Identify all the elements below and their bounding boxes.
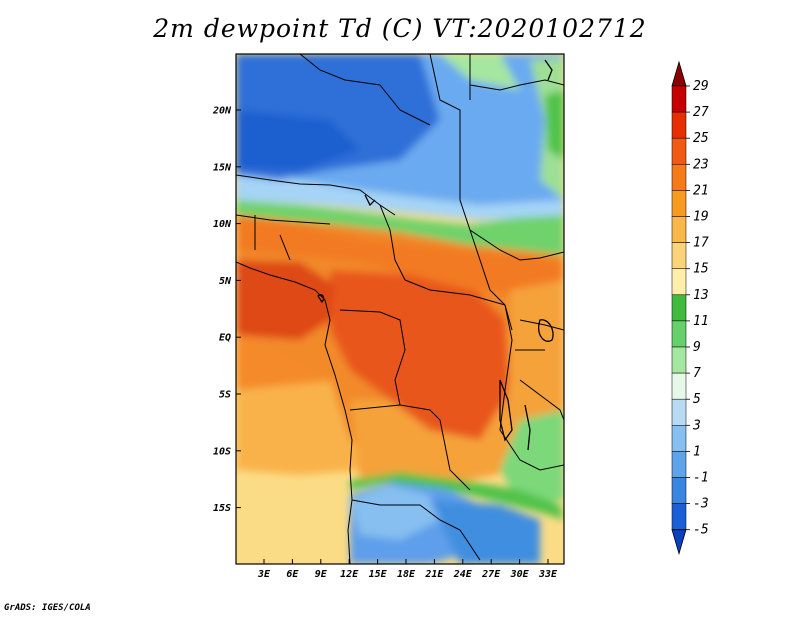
colorbar-label: 23 bbox=[693, 157, 709, 172]
country-borders bbox=[236, 54, 564, 564]
lat-label: 5N bbox=[219, 276, 232, 287]
lat-label: 15N bbox=[213, 162, 232, 173]
grads-credit: GrADS: IGES/COLA bbox=[4, 603, 91, 613]
colorbar-label: 15 bbox=[693, 262, 709, 277]
colorbar-swatch bbox=[671, 372, 687, 400]
colorbar-label: -5 bbox=[693, 523, 709, 538]
colorbar-label: 3 bbox=[692, 418, 701, 433]
lon-label: 6E bbox=[286, 569, 299, 580]
colorbar-label: 1 bbox=[693, 444, 701, 459]
lakes bbox=[317, 59, 554, 451]
lon-label: 30E bbox=[510, 569, 530, 580]
map-title: 2m dewpoint Td (C) VT:2020102712 bbox=[153, 14, 647, 43]
lon-label: 9E bbox=[315, 569, 328, 580]
colorbar-label: 5 bbox=[693, 392, 701, 407]
colorbar-swatch bbox=[671, 477, 687, 504]
lat-label: 15S bbox=[213, 503, 231, 514]
colorbar-swatch bbox=[671, 242, 687, 269]
colorbar-swatch bbox=[671, 164, 687, 191]
colorbar-label: 27 bbox=[693, 105, 709, 120]
colorbar-label: 13 bbox=[693, 288, 709, 303]
colorbar-swatch bbox=[671, 346, 687, 374]
lat-label: 10S bbox=[213, 446, 231, 457]
colorbar-swatch bbox=[671, 137, 687, 165]
lon-label: 15E bbox=[369, 569, 388, 580]
colorbar: 29 27 25 23 21 19 17 15 13 11 9 7 5 3 1 -1 -3 -5 bbox=[671, 60, 709, 556]
colorbar-label: -1 bbox=[693, 471, 709, 486]
plot-frame bbox=[235, 53, 565, 565]
colorbar-label: 21 bbox=[693, 183, 709, 198]
colorbar-swatch bbox=[671, 451, 687, 478]
colorbar-label: -3 bbox=[693, 497, 709, 512]
lon-label: 27E bbox=[481, 569, 501, 580]
colorbar-label: 9 bbox=[693, 340, 701, 355]
lon-label: 33E bbox=[538, 569, 558, 580]
latitude-axis: 20N 15N 10N 5N EQ 5S 10S 15S bbox=[212, 106, 241, 514]
longitude-axis: 3E 6E 9E 12E 15E 18E 21E 24E 27E 30E 33E bbox=[257, 559, 558, 580]
lat-label: 20N bbox=[212, 106, 232, 117]
lon-label: 3E bbox=[257, 569, 271, 580]
lat-label: EQ bbox=[219, 333, 231, 344]
colorbar-swatch bbox=[671, 398, 687, 426]
colorbar-label: 7 bbox=[693, 366, 701, 381]
lon-label: 12E bbox=[340, 569, 359, 580]
colorbar-label: 11 bbox=[693, 314, 709, 329]
colorbar-swatch bbox=[671, 216, 687, 243]
colorbar-bottom-arrow bbox=[671, 529, 687, 556]
colorbar-swatch bbox=[671, 268, 687, 296]
colorbar-swatch bbox=[671, 503, 687, 530]
lon-label: 18E bbox=[397, 569, 416, 580]
lat-label: 10N bbox=[213, 219, 232, 230]
lat-label: 5S bbox=[219, 390, 231, 401]
colorbar-label: 29 bbox=[693, 79, 709, 94]
colorbar-swatch bbox=[671, 190, 687, 217]
colorbar-swatch bbox=[671, 85, 687, 113]
colorbar-top-arrow bbox=[671, 60, 687, 87]
colorbar-swatch bbox=[671, 294, 687, 322]
colorbar-swatch bbox=[671, 425, 687, 452]
map-field bbox=[236, 54, 564, 564]
lon-label: 21E bbox=[424, 569, 444, 580]
colorbar-label: 25 bbox=[693, 131, 709, 146]
colorbar-label: 19 bbox=[693, 210, 709, 225]
colorbar-label: 17 bbox=[693, 236, 709, 251]
colorbar-swatch bbox=[671, 320, 687, 348]
colorbar-swatch bbox=[671, 111, 687, 139]
lon-label: 24E bbox=[453, 569, 473, 580]
